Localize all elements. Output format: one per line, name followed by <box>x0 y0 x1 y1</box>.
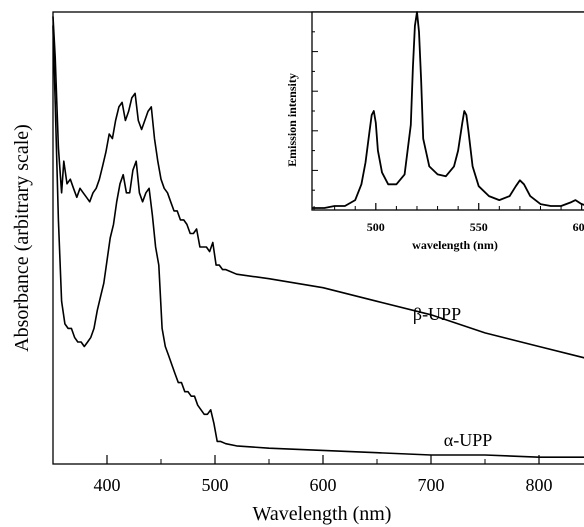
main-x-tick-label: 800 <box>526 475 553 495</box>
main-series-0-line <box>52 16 584 359</box>
inset-plot-frame <box>311 11 584 211</box>
inset-ticks: 500 550 600 <box>312 31 584 234</box>
main-y-axis-title: Absorbance (arbitrary scale) <box>11 124 33 352</box>
main-x-tick-label: 400 <box>94 475 121 495</box>
main-x-tick-label: 500 <box>202 475 229 495</box>
inset-x-axis-title: wavelength (nm) <box>412 238 498 252</box>
main-x-tick-label: 700 <box>418 475 445 495</box>
inset-x-tick-label: 550 <box>470 220 488 234</box>
inset-x-tick-label: 500 <box>367 220 385 234</box>
main-series-lines <box>52 16 584 458</box>
series-label-beta-upp: β-UPP <box>413 304 461 324</box>
main-series-1-line <box>52 25 584 458</box>
inset-chart: 500 550 600 wavelength (nm) Emission inten… <box>285 11 584 252</box>
main-x-tick-label: 600 <box>310 475 337 495</box>
inset-x-tick-label: 600 <box>573 220 584 234</box>
main-x-axis-title: Wavelength (nm) <box>253 503 392 525</box>
series-label-alpha-upp: α-UPP <box>444 430 492 450</box>
inset-y-axis-title: Emission intensity <box>285 73 299 167</box>
main-chart: 400 500 600 700 800 Wavelength (nm) Absorban… <box>11 11 584 525</box>
main-x-ticks: 400 500 600 700 800 <box>52 455 553 495</box>
inset-series-0-line <box>312 11 584 209</box>
inset-series-line <box>312 11 584 209</box>
